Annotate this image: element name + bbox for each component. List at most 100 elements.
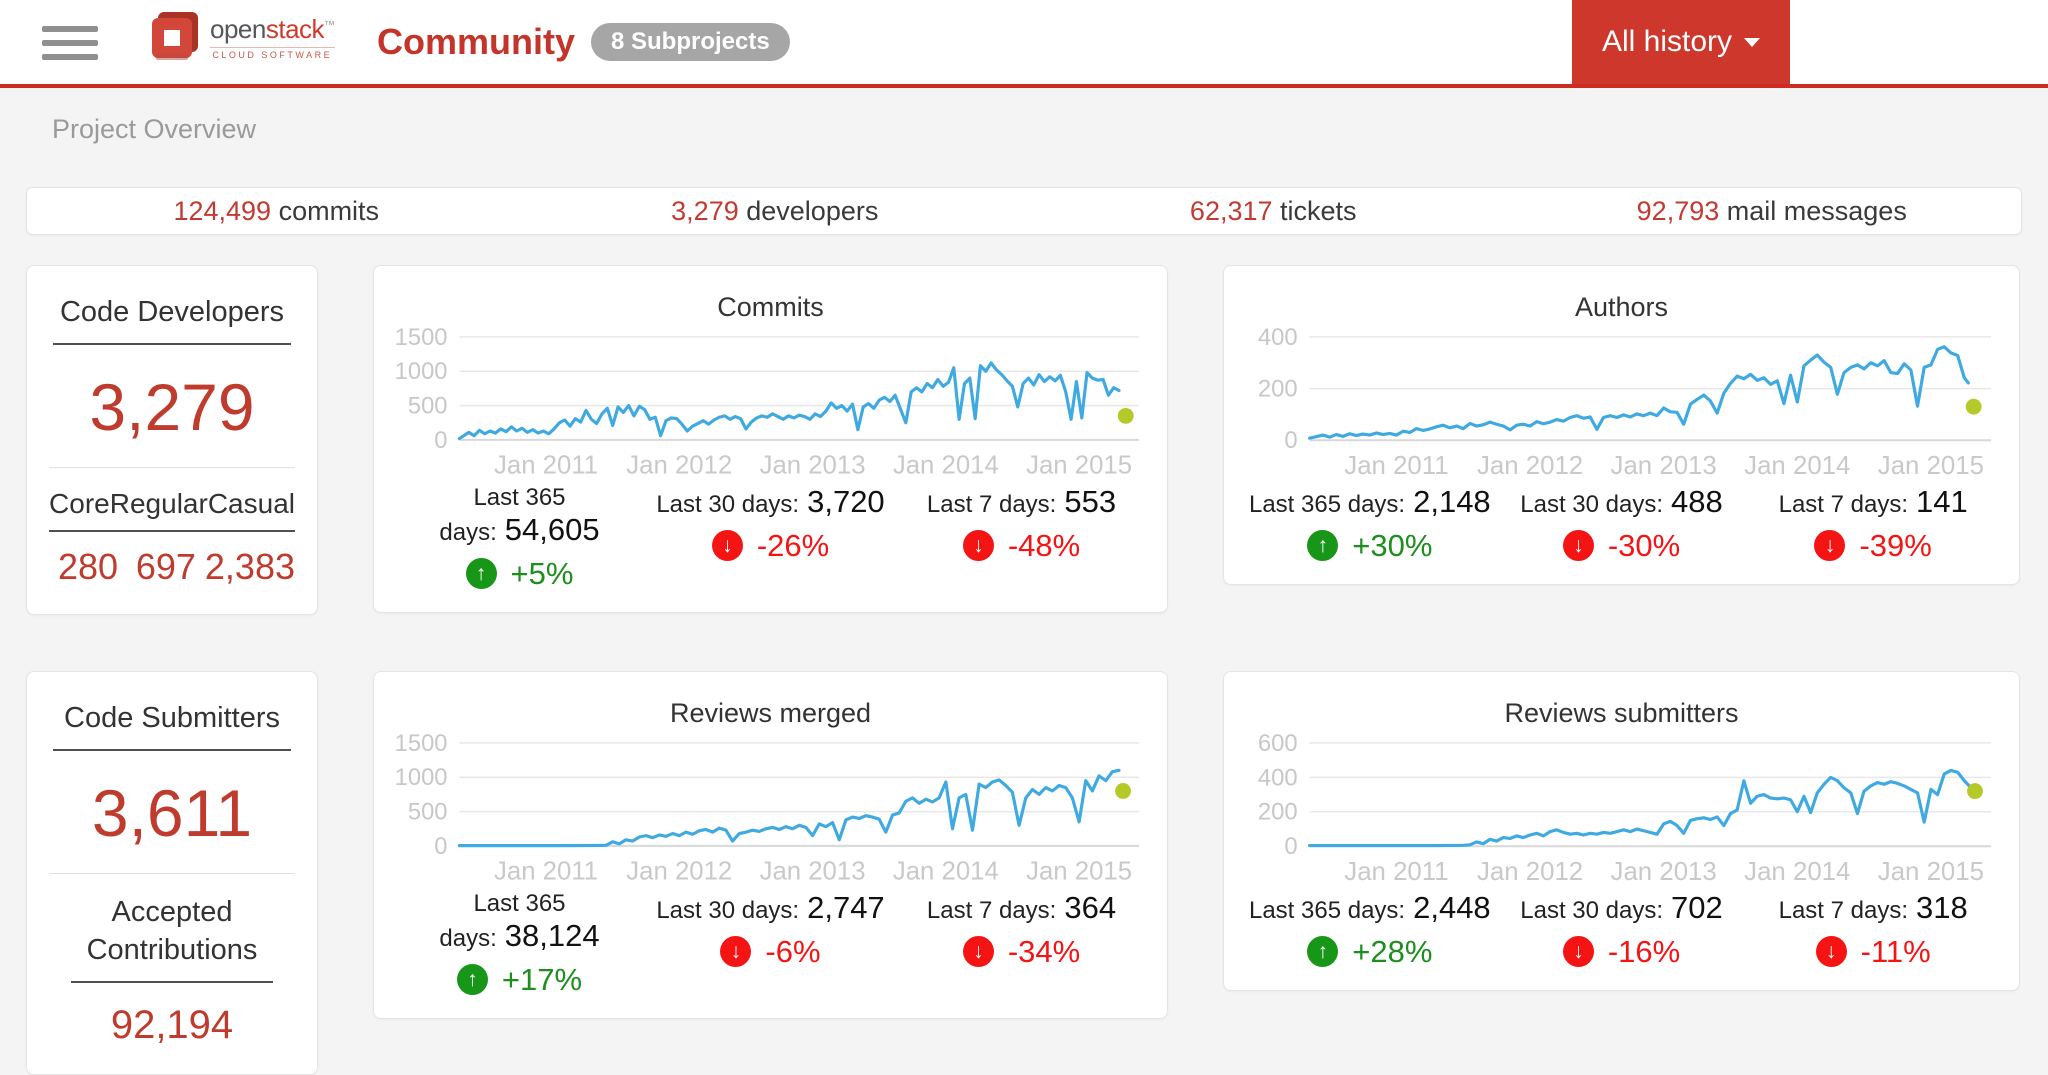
stat-label: Last 365 days:: [439, 889, 566, 952]
percent-change-line: ↓ -16%: [1496, 934, 1748, 970]
svg-text:Jan 2014: Jan 2014: [1744, 452, 1850, 480]
divider: [49, 467, 295, 468]
commits-line-chart: 0 500 1000 1500 Jan 2011 Jan 2012 Jan 2013 Jan …: [395, 325, 1140, 480]
percent-change-line: ↓ -26%: [645, 528, 896, 564]
summary-label: tickets: [1280, 195, 1357, 226]
svg-text:Jan 2014: Jan 2014: [1744, 858, 1850, 886]
reviews-merged-chart-card: Reviews merged 0 500 1000 1500 Jan 2011 Jan 2…: [373, 671, 1168, 1019]
svg-text:1000: 1000: [395, 358, 448, 385]
svg-text:Jan 2013: Jan 2013: [1611, 858, 1717, 886]
percent-change-line: ↑ +5%: [394, 556, 645, 592]
percent-change-value: -30%: [1607, 527, 1681, 563]
stat-label: Last 30 days:: [1520, 896, 1664, 924]
stat-label: Last 365 days:: [439, 483, 566, 546]
svg-text:0: 0: [434, 833, 447, 860]
svg-text:200: 200: [1258, 799, 1298, 826]
authors-chart-card: Authors 0 200 400 Jan 2011 Jan 2012 Jan 2013 J…: [1223, 265, 2020, 585]
subprojects-badge: 8 Subprojects: [591, 22, 790, 62]
svg-text:0: 0: [1284, 833, 1297, 860]
stat-line: Last 30 days: 3,720: [645, 484, 896, 520]
svg-text:500: 500: [408, 393, 448, 420]
arrow-circle-down-icon: ↓: [1814, 530, 1846, 562]
svg-text:Jan 2013: Jan 2013: [760, 452, 866, 480]
svg-text:Jan 2015: Jan 2015: [1026, 858, 1132, 886]
stat-value: 2,448: [1413, 889, 1491, 925]
hamburger-menu-button[interactable]: [42, 26, 98, 60]
svg-text:Jan 2011: Jan 2011: [1344, 858, 1448, 886]
stat-column: Last 30 days: 3,720 ↓ -26%: [645, 484, 896, 592]
svg-text:Jan 2011: Jan 2011: [494, 858, 598, 886]
percent-change-value: -39%: [1859, 527, 1932, 563]
svg-text:Jan 2012: Jan 2012: [626, 452, 732, 480]
svg-text:1000: 1000: [395, 764, 448, 791]
stat-label: Last 30 days:: [1520, 490, 1664, 518]
metric-card-title: Code Developers: [53, 296, 291, 345]
summary-label: developers: [746, 195, 879, 226]
stat-value: 364: [1064, 889, 1117, 925]
stat-line: Last 365 days: 2,448: [1244, 890, 1496, 926]
stat-column: Last 7 days: 364 ↓ -34%: [896, 890, 1147, 998]
logo-word-open: open: [210, 14, 266, 44]
svg-text:Jan 2014: Jan 2014: [893, 452, 999, 480]
reviews-merged-line-chart: 0 500 1000 1500 Jan 2011 Jan 2012 Jan 2013 Jan …: [395, 731, 1140, 886]
stat-line: Last 30 days: 2,747: [645, 890, 896, 926]
percent-change-value: +30%: [1352, 527, 1433, 563]
code-developers-card: Code Developers 3,279 Core Regular Casua…: [26, 265, 318, 615]
column-value-casual: 2,383: [204, 546, 295, 587]
svg-text:400: 400: [1258, 764, 1298, 791]
svg-text:Jan 2014: Jan 2014: [893, 858, 999, 886]
chart-title: Authors: [1574, 292, 1669, 322]
page-title: Community: [377, 21, 575, 62]
percent-change-value: -11%: [1860, 933, 1931, 969]
arrow-circle-down-icon: ↓: [962, 530, 994, 562]
percent-change-value: -34%: [1007, 933, 1081, 969]
summary-item-commits: 124,499 commits: [27, 196, 526, 227]
stat-column: Last 365 days: 54,605 ↑ +5%: [394, 484, 645, 592]
stat-value: 702: [1671, 889, 1723, 925]
column-header-regular: Regular: [109, 488, 208, 519]
all-history-label: All history: [1601, 25, 1733, 58]
summary-item-tickets: 62,317 tickets: [1024, 196, 1523, 227]
svg-text:Jan 2013: Jan 2013: [760, 858, 866, 886]
percent-change-value: +5%: [510, 555, 574, 591]
all-history-button[interactable]: All history: [1572, 0, 1790, 84]
arrow-circle-up-icon: ↑: [465, 558, 497, 590]
stat-column: Last 7 days: 553 ↓ -48%: [896, 484, 1147, 592]
column-value-core: 280: [57, 546, 119, 587]
svg-text:0: 0: [434, 427, 447, 454]
metric-card-title: Code Submitters: [53, 702, 291, 751]
stat-label: Last 7 days:: [1778, 490, 1909, 518]
metric-card-column-values: 280 697 2,383: [49, 546, 295, 588]
stat-column: Last 30 days: 488 ↓ -30%: [1496, 484, 1748, 564]
percent-change-line: ↓ -34%: [896, 934, 1147, 970]
stat-value: 141: [1916, 483, 1968, 519]
logo-word-stack: stack: [265, 14, 325, 44]
summary-label: commits: [278, 195, 380, 226]
logo-tagline: CLOUD SOFTWARE: [210, 47, 335, 60]
metric-card-big-value: 3,611: [91, 776, 253, 850]
arrow-circle-down-icon: ↓: [962, 936, 994, 968]
percent-change-line: ↓ -48%: [896, 528, 1147, 564]
summary-item-mail-messages: 92,793 mail messages: [1523, 196, 2022, 227]
stat-value: 2,747: [807, 889, 885, 925]
percent-change-line: ↑ +28%: [1244, 934, 1496, 970]
summary-bar: 124,499 commits 3,279 developers 62,317 …: [26, 187, 2022, 235]
openstack-logo[interactable]: openstack™ CLOUD SOFTWARE: [146, 8, 335, 66]
stat-value: 553: [1064, 483, 1117, 519]
percent-change-line: ↓ -39%: [1747, 528, 1999, 564]
arrow-circle-down-icon: ↓: [711, 530, 743, 562]
summary-value: 62,317: [1189, 195, 1273, 226]
svg-text:Jan 2012: Jan 2012: [1477, 452, 1583, 480]
percent-change-value: -16%: [1607, 933, 1681, 969]
stat-line: Last 365 days: 2,148: [1244, 484, 1496, 520]
accepted-contributions-header: Accepted Contributions: [71, 894, 273, 984]
svg-text:400: 400: [1258, 325, 1298, 351]
stat-column: Last 7 days: 318 ↓ -11%: [1747, 890, 1999, 970]
divider: [49, 873, 295, 874]
caret-down-icon: [1744, 37, 1761, 47]
reviews-submitters-chart-card: Reviews submitters 0 200 400 600 Jan 2011 Jan…: [1223, 671, 2020, 991]
stat-value: 318: [1916, 889, 1968, 925]
stat-line: Last 7 days: 318: [1747, 890, 1999, 926]
svg-text:Jan 2015: Jan 2015: [1878, 452, 1984, 480]
chart-stats: Last 365 days: 2,448 ↑ +28% Last 30 days: 702…: [1244, 890, 1999, 970]
